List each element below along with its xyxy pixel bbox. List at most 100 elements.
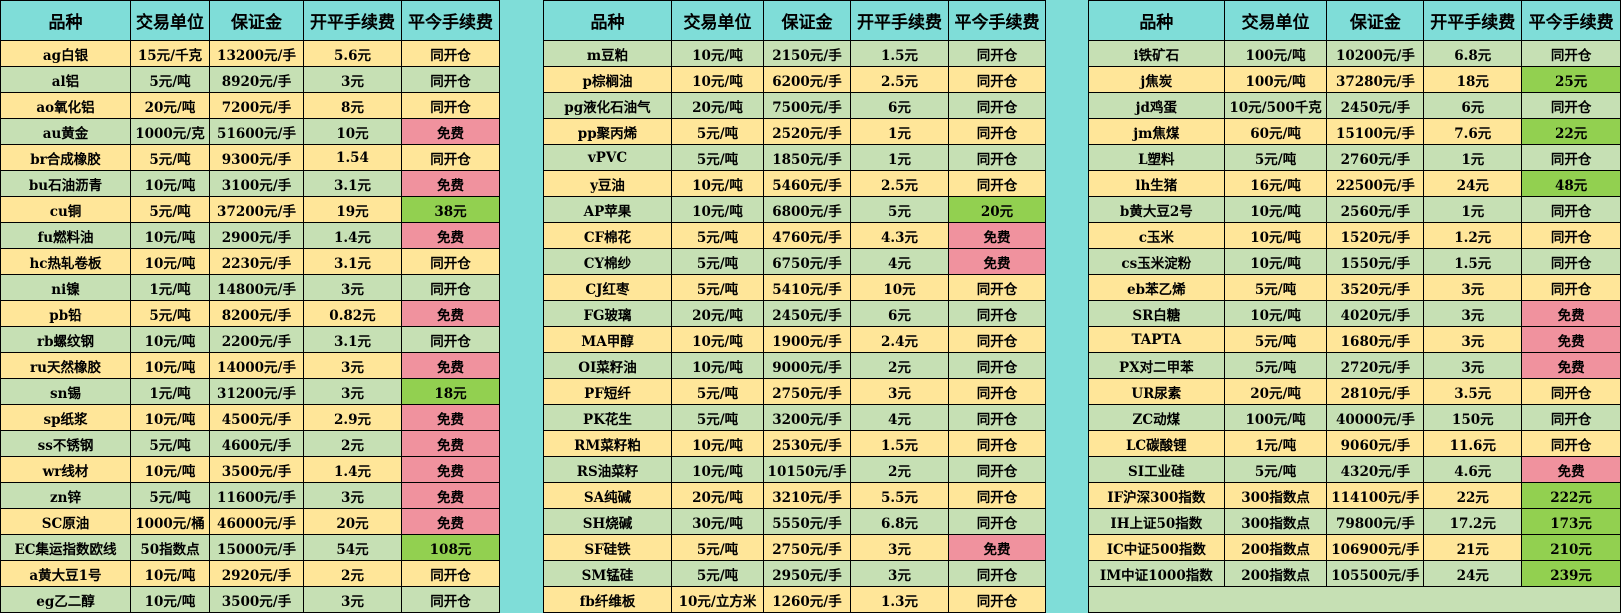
open-close-fee-cell: 3元 — [303, 274, 402, 301]
table-row: sn锡 1元/吨 31200元/手 3元 18元 — [0, 378, 500, 405]
open-close-fee-cell: 5元 — [850, 196, 949, 223]
open-close-fee-cell: 1元 — [1423, 144, 1523, 171]
table-row: au黄金 1000元/克 51600元/手 10元 免费 — [0, 118, 500, 145]
close-today-fee-cell: 同开仓 — [948, 482, 1046, 509]
trade-unit-cell: 10元/吨 — [671, 196, 764, 223]
table-row: CJ红枣 5元/吨 5410元/手 10元 同开仓 — [543, 274, 1046, 301]
margin-cell: 4760元/手 — [763, 222, 851, 249]
column-header: 品种 — [0, 0, 131, 41]
table-row: jm焦煤 60元/吨 15100元/手 7.6元 22元 — [1088, 118, 1621, 145]
open-close-fee-cell: 4.6元 — [1423, 456, 1523, 483]
margin-cell: 14000元/手 — [209, 352, 304, 379]
open-close-fee-cell: 1.4元 — [303, 222, 402, 249]
trade-unit-cell: 5元/吨 — [671, 118, 764, 145]
close-today-fee-cell: 同开仓 — [401, 274, 500, 301]
trade-unit-cell: 10元/吨 — [130, 586, 210, 613]
variety-cell: IM中证1000指数 — [1088, 560, 1225, 587]
trade-unit-cell: 10元/吨 — [1223, 222, 1328, 249]
column-header: 保证金 — [763, 0, 851, 41]
trade-unit-cell: 20元/吨 — [130, 92, 210, 119]
variety-cell: sn锡 — [0, 378, 131, 405]
variety-cell: c玉米 — [1088, 222, 1225, 249]
table-row: br合成橡胶 5元/吨 9300元/手 1.54 同开仓 — [0, 144, 500, 171]
trade-unit-cell: 10元/吨 — [130, 222, 210, 249]
close-today-fee-cell: 同开仓 — [401, 326, 500, 353]
table-row: IM中证1000指数 200指数点 105500元/手 24元 239元 — [1088, 560, 1621, 587]
variety-cell: b黄大豆2号 — [1088, 196, 1225, 223]
open-close-fee-cell: 20元 — [303, 508, 402, 535]
trade-unit-cell: 5元/吨 — [671, 560, 764, 587]
margin-cell: 10200元/手 — [1326, 40, 1425, 67]
table-row: b黄大豆2号 10元/吨 2560元/手 1元 同开仓 — [1088, 196, 1621, 223]
close-today-fee-cell: 同开仓 — [948, 274, 1046, 301]
margin-cell: 105500元/手 — [1326, 560, 1425, 587]
open-close-fee-cell: 3元 — [1423, 326, 1523, 353]
table-row: EC集运指数欧线 50指数点 15000元/手 54元 108元 — [0, 534, 500, 561]
variety-cell: MA甲醇 — [543, 326, 672, 353]
table-row: ss不锈钢 5元/吨 4600元/手 2元 免费 — [0, 430, 500, 457]
column-header: 保证金 — [1326, 0, 1425, 41]
column-header: 品种 — [1088, 0, 1225, 41]
close-today-fee-cell: 同开仓 — [401, 248, 500, 275]
variety-cell: zn锌 — [0, 482, 131, 509]
column-header: 开平手续费 — [1423, 0, 1523, 41]
trade-unit-cell: 10元/吨 — [130, 326, 210, 353]
table-row: TAPTA 5元/吨 1680元/手 3元 免费 — [1088, 326, 1621, 353]
close-today-fee-cell: 173元 — [1521, 508, 1621, 535]
margin-cell: 2760元/手 — [1326, 144, 1425, 171]
open-close-fee-cell: 2元 — [850, 456, 949, 483]
trade-unit-cell: 20元/吨 — [671, 482, 764, 509]
margin-cell: 37200元/手 — [209, 196, 304, 223]
open-close-fee-cell: 18元 — [1423, 66, 1523, 93]
table-row: cu铜 5元/吨 37200元/手 19元 38元 — [0, 196, 500, 223]
variety-cell: pg液化石油气 — [543, 92, 672, 119]
trade-unit-cell: 5元/吨 — [130, 300, 210, 327]
variety-cell: bu石油沥青 — [0, 170, 131, 197]
close-today-fee-cell: 免费 — [401, 352, 500, 379]
table-row: j焦炭 100元/吨 37280元/手 18元 25元 — [1088, 66, 1621, 93]
margin-cell: 2920元/手 — [209, 560, 304, 587]
open-close-fee-cell: 1.5元 — [850, 40, 949, 67]
margin-cell: 15000元/手 — [209, 534, 304, 561]
variety-cell: CF棉花 — [543, 222, 672, 249]
close-today-fee-cell: 38元 — [401, 196, 500, 223]
table-row: hc热轧卷板 10元/吨 2230元/手 3.1元 同开仓 — [0, 248, 500, 275]
trade-unit-cell: 1元/吨 — [130, 378, 210, 405]
table-row: a黄大豆1号 10元/吨 2920元/手 2元 同开仓 — [0, 560, 500, 587]
variety-cell: CJ红枣 — [543, 274, 672, 301]
close-today-fee-cell: 同开仓 — [948, 326, 1046, 353]
variety-cell: IH上证50指数 — [1088, 508, 1225, 535]
table-row: MA甲醇 10元/吨 1900元/手 2.4元 同开仓 — [543, 326, 1046, 353]
close-today-fee-cell: 免费 — [401, 456, 500, 483]
table-row: SF硅铁 5元/吨 2750元/手 3元 免费 — [543, 534, 1046, 561]
column-header: 平今手续费 — [401, 0, 500, 41]
variety-cell: OI菜籽油 — [543, 352, 672, 379]
variety-cell: au黄金 — [0, 118, 131, 145]
open-close-fee-cell: 3元 — [303, 66, 402, 93]
margin-cell: 2230元/手 — [209, 248, 304, 275]
variety-cell: pp聚丙烯 — [543, 118, 672, 145]
table-row: SR白糖 10元/吨 4020元/手 3元 免费 — [1088, 300, 1621, 327]
open-close-fee-cell: 3元 — [303, 378, 402, 405]
table-row: jd鸡蛋 10元/500千克 2450元/手 6元 同开仓 — [1088, 92, 1621, 119]
margin-cell: 46000元/手 — [209, 508, 304, 535]
margin-cell: 10150元/手 — [763, 456, 851, 483]
close-today-fee-cell: 同开仓 — [401, 144, 500, 171]
trade-unit-cell: 10元/吨 — [130, 560, 210, 587]
table-row: OI菜籽油 10元/吨 9000元/手 2元 同开仓 — [543, 352, 1046, 379]
open-close-fee-cell: 1.2元 — [1423, 222, 1523, 249]
close-today-fee-cell: 免费 — [1521, 352, 1621, 379]
open-close-fee-cell: 10元 — [850, 274, 949, 301]
close-today-fee-cell: 同开仓 — [948, 456, 1046, 483]
open-close-fee-cell: 21元 — [1423, 534, 1523, 561]
close-today-fee-cell: 22元 — [1521, 118, 1621, 145]
close-today-fee-cell: 108元 — [401, 534, 500, 561]
close-today-fee-cell: 同开仓 — [948, 508, 1046, 535]
trade-unit-cell: 5元/吨 — [671, 274, 764, 301]
column-header: 保证金 — [209, 0, 304, 41]
close-today-fee-cell: 同开仓 — [948, 92, 1046, 119]
open-close-fee-cell: 5.5元 — [850, 482, 949, 509]
trade-unit-cell: 10元/吨 — [671, 66, 764, 93]
margin-cell: 1260元/手 — [763, 586, 851, 613]
empty-cell — [1088, 586, 1621, 613]
